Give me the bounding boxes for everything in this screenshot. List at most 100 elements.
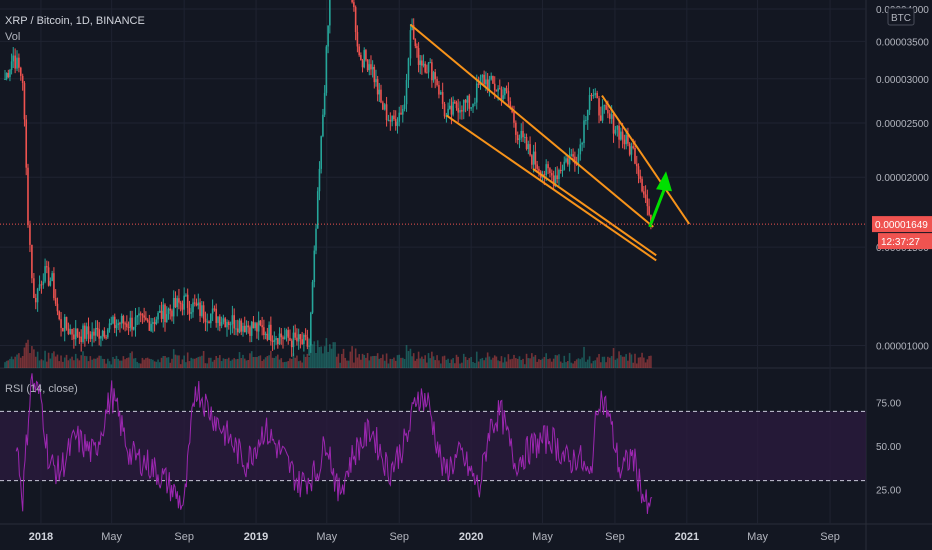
time-tick-label: May (316, 531, 337, 543)
volume-bar (206, 363, 209, 368)
volume-bar (160, 357, 163, 368)
volume-bar (141, 357, 144, 368)
candle-body (554, 175, 557, 187)
candle-body (4, 78, 6, 80)
candle-body (257, 320, 260, 332)
candle-body (325, 46, 328, 93)
candle-body (327, 25, 329, 47)
candle-body (375, 79, 377, 83)
volume-bar (488, 356, 491, 368)
volume-bar (146, 357, 149, 368)
candle-body (586, 109, 589, 121)
volume-bar (382, 354, 384, 368)
candle-body (224, 318, 227, 328)
candle-body (641, 178, 643, 192)
volume-bar (257, 356, 260, 368)
candle-body (145, 317, 147, 320)
volume-bar (346, 360, 348, 368)
volume-bar (552, 358, 555, 368)
volume-bar (285, 361, 288, 368)
candle-body (270, 324, 272, 341)
volume-bar (523, 364, 526, 368)
volume-bar (47, 352, 50, 368)
volume-bar (547, 359, 549, 368)
candle-body (112, 316, 114, 324)
volume-bar (434, 360, 437, 368)
volume-bar (7, 360, 10, 368)
candle-body (585, 120, 587, 122)
candle-body (529, 144, 531, 156)
volume-bar (93, 358, 95, 368)
volume-bar (120, 360, 123, 368)
volume-bar (171, 358, 173, 368)
candle-body (394, 119, 397, 126)
volume-bar (25, 342, 28, 368)
candle-body (320, 136, 322, 169)
candle-body (54, 298, 57, 304)
candle-body (273, 339, 276, 342)
candle-body (459, 110, 461, 113)
volume-bar (511, 358, 513, 368)
volume-bar (63, 357, 66, 368)
candle-body (290, 340, 293, 348)
candle-body (365, 50, 367, 60)
candle-body (67, 328, 70, 334)
candle-body (507, 90, 510, 102)
volume-bar (162, 355, 165, 368)
candle-body (169, 308, 172, 311)
rsi-band (0, 410, 866, 482)
volume-bar (85, 356, 88, 368)
volume-bar (504, 357, 506, 368)
candle-body (245, 325, 248, 333)
volume-bar (152, 359, 154, 368)
candle-body (646, 198, 649, 207)
candle-body (100, 336, 102, 339)
candle-body (448, 105, 451, 109)
candle-body (634, 147, 636, 164)
volume-bar (34, 356, 37, 368)
volume-bar (531, 353, 533, 368)
volume-bar (5, 360, 8, 368)
volume-bar (76, 358, 79, 368)
volume-bar (127, 357, 130, 368)
candle-body (398, 112, 401, 122)
arrow-head (656, 171, 673, 192)
candle-body (376, 79, 379, 95)
candle-body (497, 88, 499, 92)
volume-bar (648, 355, 650, 368)
candle-body (614, 129, 617, 134)
volume-bar (539, 359, 542, 368)
trend-line (532, 168, 657, 257)
candle-body (21, 75, 24, 84)
candle-body (51, 273, 53, 282)
candle-body (71, 329, 73, 335)
volume-bar (195, 357, 198, 368)
volume-bar (105, 363, 107, 368)
candle-body (283, 336, 286, 340)
candle-body (616, 125, 619, 130)
volume-bar (100, 355, 102, 368)
candle-body (33, 278, 35, 298)
volume-bar (492, 357, 494, 368)
candle-body (419, 60, 422, 65)
volume-bar (323, 346, 326, 368)
volume-bar (62, 361, 64, 368)
volume-bar (625, 354, 627, 368)
candle-body (318, 168, 321, 192)
candle-body (280, 333, 283, 338)
volume-bar (310, 341, 312, 368)
candle-body (486, 79, 489, 90)
volume-bar (550, 361, 553, 368)
rsi-line (15, 373, 653, 514)
candle-body (259, 320, 262, 326)
candle-body (306, 336, 309, 347)
candle-body (16, 57, 18, 69)
volume-bar (101, 358, 104, 368)
volume-bar (318, 347, 321, 368)
volume-bar (385, 353, 388, 368)
candle-body (382, 102, 384, 110)
labels: 0.00001649 12:37:27 BTC (0, 7, 932, 250)
volume-bar (119, 360, 121, 368)
volume-bar (126, 358, 128, 368)
